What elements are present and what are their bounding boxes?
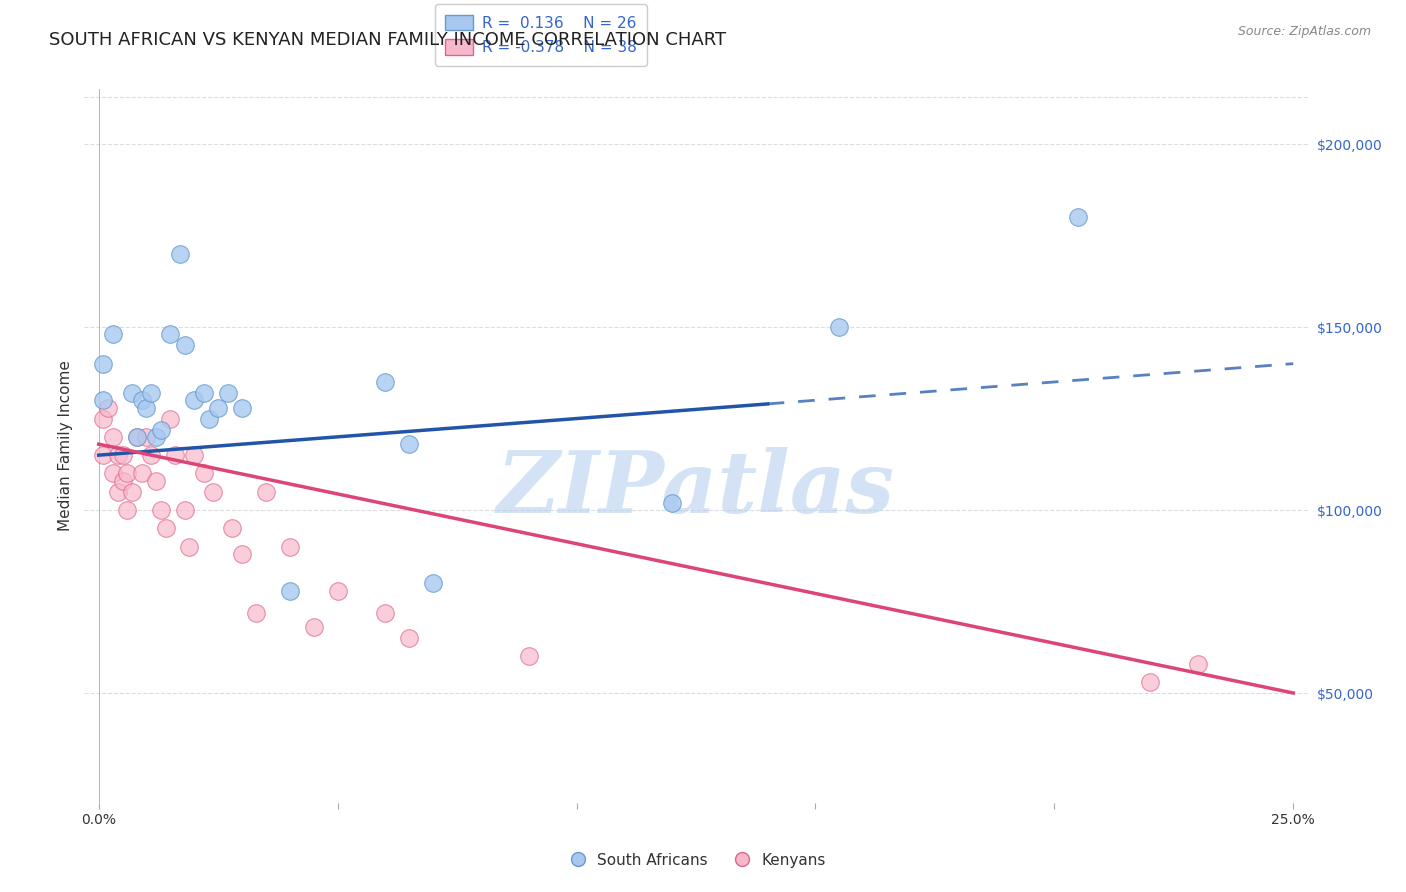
Point [661, 496, 683, 510]
Point [422, 576, 444, 591]
Point [183, 393, 205, 408]
Point [155, 521, 177, 535]
Point [169, 247, 191, 261]
Point [1139, 675, 1161, 690]
Point [221, 521, 243, 535]
Text: Source: ZipAtlas.com: Source: ZipAtlas.com [1237, 25, 1371, 38]
Point [101, 430, 124, 444]
Point [193, 386, 215, 401]
Point [159, 411, 181, 425]
Point [165, 448, 187, 462]
Point [135, 430, 157, 444]
Point [125, 430, 148, 444]
Point [111, 474, 134, 488]
Point [93, 448, 115, 462]
Point [374, 606, 396, 620]
Legend: South Africans, Kenyans: South Africans, Kenyans [561, 847, 831, 873]
Point [93, 411, 115, 425]
Point [117, 467, 139, 481]
Point [217, 386, 239, 401]
Point [197, 411, 219, 425]
Point [125, 430, 148, 444]
Point [231, 547, 253, 561]
Point [107, 484, 129, 499]
Point [173, 338, 195, 352]
Text: SOUTH AFRICAN VS KENYAN MEDIAN FAMILY INCOME CORRELATION CHART: SOUTH AFRICAN VS KENYAN MEDIAN FAMILY IN… [49, 31, 727, 49]
Point [93, 357, 115, 371]
Point [326, 583, 349, 598]
Point [183, 448, 205, 462]
Point [302, 620, 325, 634]
Point [398, 631, 420, 645]
Point [173, 503, 195, 517]
Point [149, 423, 172, 437]
Point [135, 401, 157, 415]
Point [828, 320, 851, 334]
Point [97, 401, 120, 415]
Point [245, 606, 267, 620]
Point [93, 393, 115, 408]
Point [121, 484, 143, 499]
Point [131, 393, 153, 408]
Point [107, 448, 129, 462]
Point [131, 467, 153, 481]
Point [159, 327, 181, 342]
Point [231, 401, 253, 415]
Point [374, 375, 396, 389]
Point [145, 430, 167, 444]
Point [179, 540, 201, 554]
Point [1187, 657, 1209, 671]
Point [149, 503, 172, 517]
Point [101, 327, 124, 342]
Point [111, 448, 134, 462]
Point [121, 386, 143, 401]
Point [193, 467, 215, 481]
Point [145, 474, 167, 488]
Point [398, 437, 420, 451]
Point [517, 649, 540, 664]
Point [1067, 211, 1090, 225]
Point [101, 467, 124, 481]
Point [202, 484, 225, 499]
Point [278, 583, 301, 598]
Point [278, 540, 301, 554]
Point [117, 503, 139, 517]
Point [254, 484, 277, 499]
Point [141, 386, 163, 401]
Point [207, 401, 229, 415]
Point [141, 448, 163, 462]
Y-axis label: Median Family Income: Median Family Income [58, 360, 73, 532]
Text: ZIPatlas: ZIPatlas [496, 447, 896, 531]
